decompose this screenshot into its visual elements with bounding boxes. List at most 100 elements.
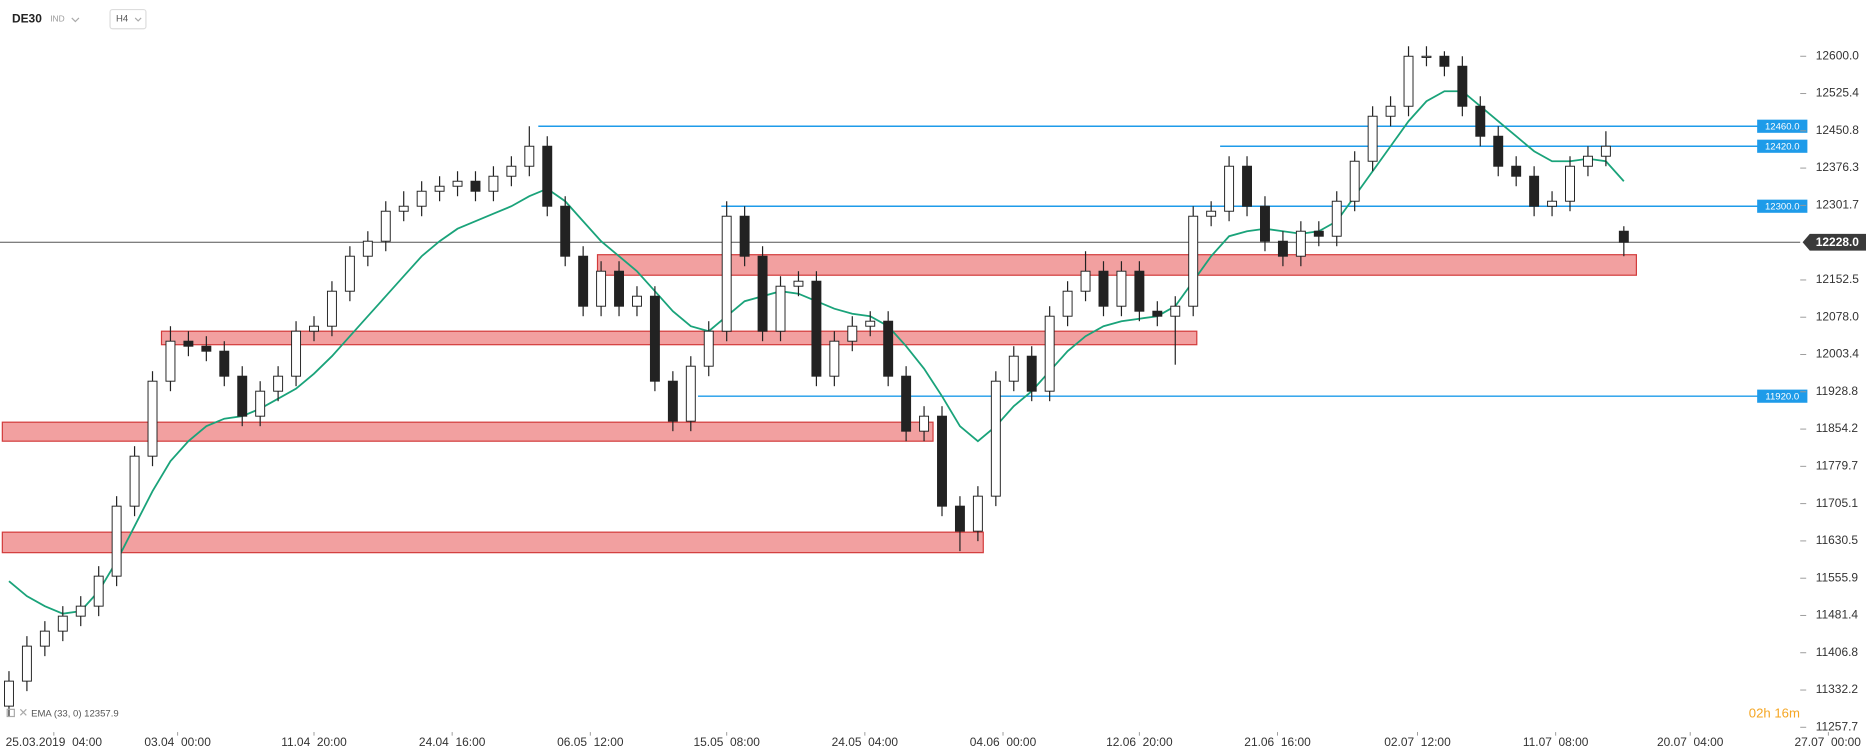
candles: [4, 46, 1629, 717]
legend-icon[interactable]: [6, 708, 15, 718]
candle-body: [649, 295, 660, 382]
candle-body: [452, 180, 463, 187]
level-label: 12460.0: [1765, 121, 1800, 132]
level-label: 12300.0: [1765, 201, 1800, 212]
x-tick-label: 21.06 16:00: [1244, 735, 1311, 749]
symbol[interactable]: DE30: [12, 11, 42, 25]
x-tick-label: 06.05 12:00: [557, 735, 624, 749]
x-tick-label: 25.03.2019 04:00: [6, 735, 103, 749]
candle-body: [1008, 355, 1019, 382]
zones: [1, 254, 1637, 554]
candle-body: [506, 165, 517, 177]
x-tick-label: 03.04 00:00: [144, 735, 211, 749]
candle-body: [398, 205, 409, 212]
dropdown-arrow[interactable]: [134, 17, 142, 22]
candle-body: [129, 455, 140, 507]
candle-body: [614, 270, 624, 307]
x-tick-label: 24.04 16:00: [419, 735, 486, 749]
dropdown-arrow[interactable]: [71, 17, 80, 23]
candle-body: [434, 185, 445, 192]
candle-body: [1421, 55, 1432, 58]
candle-body: [1385, 105, 1396, 117]
zone: [1, 421, 934, 442]
x-tick-label: 20.07 04:00: [1657, 735, 1724, 749]
candle-body: [667, 380, 678, 422]
candle-body: [326, 290, 337, 327]
candle-body: [165, 340, 176, 382]
timeframe-box[interactable]: [109, 8, 147, 30]
candle-body: [183, 340, 194, 347]
candle-body: [1242, 165, 1252, 207]
candle-body: [721, 215, 732, 332]
candle-body: [954, 505, 965, 532]
axes: 12600.0 12525.4 12450.8 12376.3 12301.7 12152…: [6, 48, 1866, 749]
candle-body: [1600, 145, 1611, 157]
candle-body: [39, 630, 50, 647]
level-label: 12420.0: [1765, 141, 1800, 152]
candle-body: [560, 205, 571, 257]
candle-body: [470, 180, 481, 192]
candle-body: [111, 505, 122, 577]
candle-body: [1331, 200, 1342, 237]
candle-body: [829, 340, 840, 377]
x-tick-label: 12.06 20:00: [1106, 735, 1173, 749]
candle-body: [4, 680, 14, 707]
candle-body: [21, 645, 32, 682]
candle-body: [1511, 165, 1522, 177]
level-label-box: [1757, 139, 1808, 153]
candle-body: [201, 345, 212, 352]
candle-body: [811, 280, 822, 377]
y-tick-label: 12600.0: [1816, 48, 1860, 62]
y-tick-label: 12376.3: [1816, 160, 1860, 174]
candle-body: [1439, 55, 1450, 67]
candle-body: [972, 495, 983, 532]
candle-body: [362, 240, 373, 257]
candle-body: [757, 255, 768, 332]
y-tick-label: 11854.2: [1816, 421, 1859, 435]
candle-body: [883, 320, 894, 377]
candle-body: [1313, 230, 1324, 237]
candle-body: [1134, 270, 1145, 312]
y-tick-label: 12450.8: [1816, 123, 1860, 137]
candle-body: [291, 330, 302, 377]
x-tick-label: 04.06 00:00: [970, 735, 1037, 749]
candle-body: [847, 325, 858, 342]
y-tick-label: 12525.4: [1816, 86, 1860, 100]
candle-body: [775, 285, 786, 332]
candle-body: [344, 255, 355, 292]
candle-body: [703, 330, 714, 367]
y-tick-label: 11779.7: [1816, 458, 1859, 472]
candle-body: [1116, 270, 1127, 307]
candle-body: [793, 280, 804, 287]
candle-body: [865, 320, 876, 327]
timeframe[interactable]: H4: [116, 14, 129, 25]
legend-close[interactable]: [19, 708, 27, 716]
candle-body: [1277, 240, 1288, 257]
y-tick-label: 11332.2: [1816, 682, 1859, 696]
candle-body: [632, 295, 642, 307]
last-price-label: 12228.0: [1816, 235, 1860, 249]
candle-body: [416, 190, 427, 207]
candle-body: [93, 575, 104, 607]
candle-body: [75, 605, 86, 617]
candle-body: [1295, 230, 1306, 257]
candle-body: [1349, 160, 1360, 202]
candle-body: [1080, 270, 1091, 292]
candle-body: [57, 615, 68, 632]
y-tick-label: 12078.0: [1816, 309, 1860, 323]
candle-body: [901, 375, 912, 432]
level-label: 11920.0: [1765, 391, 1799, 402]
y-tick-label: 11705.1: [1816, 496, 1859, 510]
zone: [160, 330, 1198, 346]
y-tick-label: 11928.8: [1816, 384, 1859, 398]
candle-body: [739, 215, 750, 257]
zone: [1, 531, 984, 554]
level-label-box: [1757, 389, 1808, 403]
candle-body: [542, 145, 553, 207]
x-tick-label: 02.07 12:00: [1384, 735, 1451, 749]
candle-body: [1062, 290, 1073, 317]
candle-body: [1170, 305, 1181, 317]
x-tick-label: 15.05 08:00: [693, 735, 760, 749]
candle-body: [1582, 155, 1593, 167]
